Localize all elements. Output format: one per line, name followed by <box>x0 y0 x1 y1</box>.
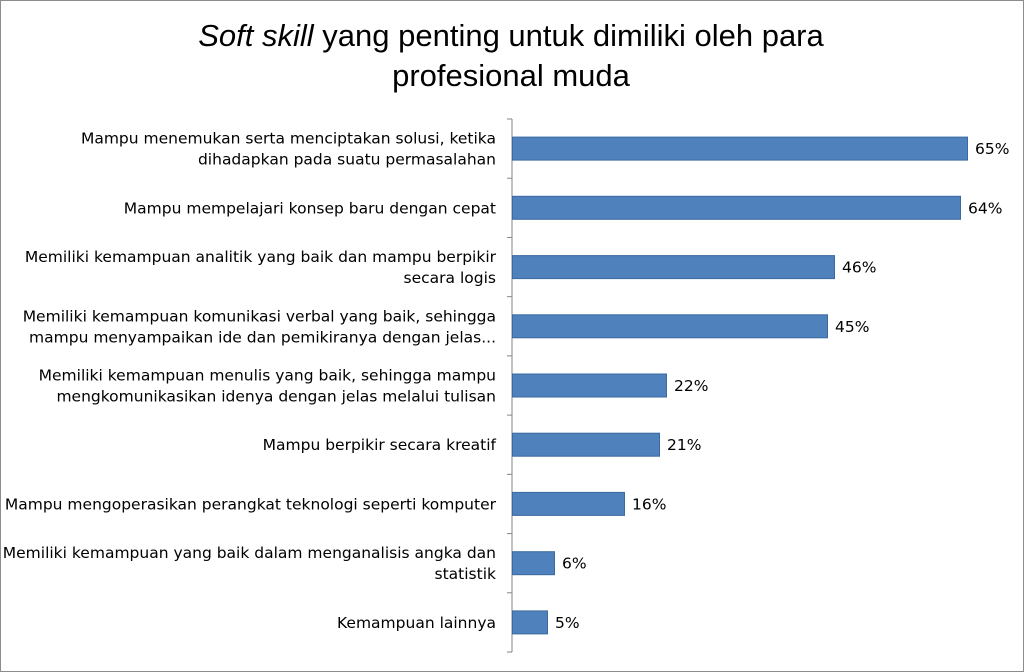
category-label: secara logis <box>404 269 496 287</box>
bar <box>512 314 828 339</box>
category-label: Mampu menemukan serta menciptakan solusi… <box>81 130 496 148</box>
bar <box>512 491 625 516</box>
data-label: 64% <box>968 199 1002 217</box>
chart-title-italic: Soft skill <box>198 18 314 53</box>
data-label: 16% <box>632 495 666 513</box>
category-label: Mampu berpikir secara kreatif <box>263 436 497 454</box>
category-label: Memiliki kemampuan analitik yang baik da… <box>25 248 497 266</box>
data-label: 5% <box>555 614 580 632</box>
bar <box>512 136 968 161</box>
category-label: Memiliki kemampuan komunikasi verbal yan… <box>23 307 496 325</box>
category-label: Mampu mempelajari konsep baru dengan cep… <box>124 199 496 217</box>
data-label: 21% <box>667 436 701 454</box>
data-label: 6% <box>562 555 587 573</box>
category-label: mengkomunikasikan idenya dengan jelas me… <box>56 388 496 406</box>
category-label: Memiliki kemampuan menulis yang baik, se… <box>39 367 496 385</box>
chart-title: Soft skill yang penting untuk dimiliki o… <box>0 16 1022 96</box>
data-label: 65% <box>975 140 1009 158</box>
category-label: statistik <box>435 565 496 583</box>
bar <box>512 551 555 576</box>
category-label: dihadapkan pada suatu permasalahan <box>198 151 496 169</box>
bar <box>512 432 660 457</box>
category-label: Kemampuan lainnya <box>337 614 496 632</box>
category-label: Memiliki kemampuan yang baik dalam menga… <box>3 544 496 562</box>
chart-title-line-1-rest: yang penting untuk dimiliki oleh para <box>313 18 824 53</box>
data-label: 22% <box>674 377 708 395</box>
category-label: Mampu mengoperasikan perangkat teknologi… <box>5 495 497 513</box>
data-label: 45% <box>835 318 869 336</box>
chart-title-line-2: profesional muda <box>392 58 630 93</box>
bar <box>512 373 667 398</box>
data-label: 46% <box>842 259 876 277</box>
bar <box>512 610 548 635</box>
category-label: mampu menyampaikan ide dan pemikiranya d… <box>29 328 496 346</box>
bar <box>512 195 961 220</box>
chart-title-line-1: Soft skill yang penting untuk dimiliki o… <box>0 16 1022 56</box>
bar <box>512 255 835 280</box>
